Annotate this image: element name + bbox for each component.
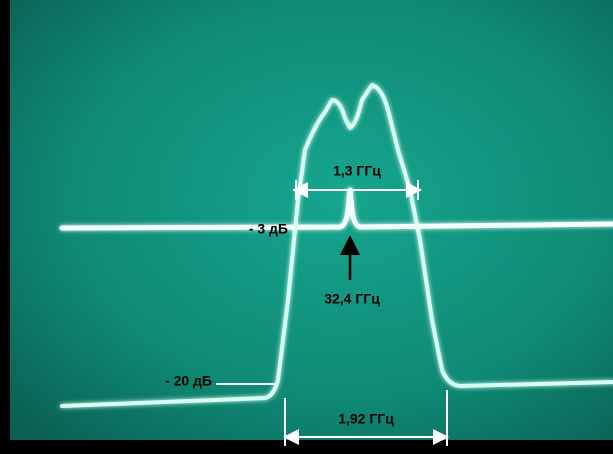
label-level-3db: - 3 дБ: [249, 221, 288, 237]
label-bandwidth-20db: 1,92 ГГц: [338, 411, 394, 427]
oscilloscope-photo: 1,3 ГГц - 3 дБ 32,4 ГГц - 20 дБ 1,92 ГГц: [0, 0, 613, 454]
label-level-20db: - 20 дБ: [165, 373, 212, 389]
screen: [10, 0, 613, 440]
label-center-frequency: 32,4 ГГц: [324, 291, 380, 307]
label-bandwidth-3db: 1,3 ГГц: [333, 163, 381, 179]
